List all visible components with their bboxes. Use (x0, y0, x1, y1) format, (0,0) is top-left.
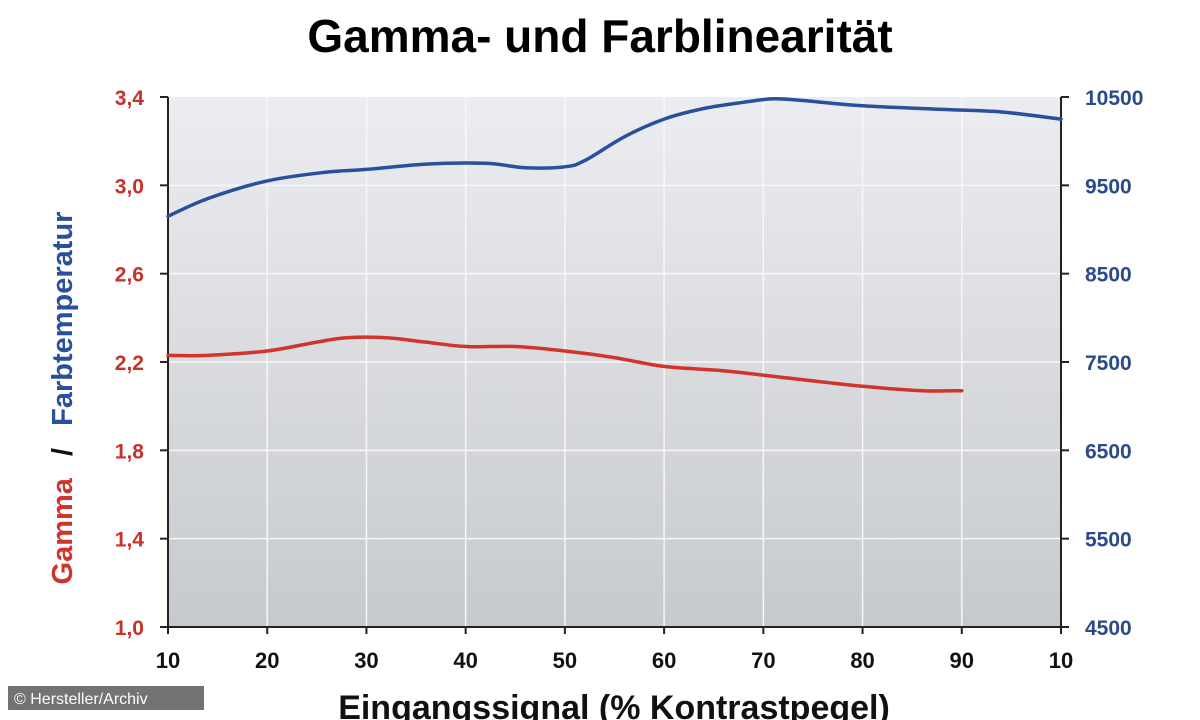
x-tick-label: 90 (950, 648, 974, 673)
y-axis-label: Gamma / Farbtemperatur (47, 212, 79, 585)
x-tick-label: 80 (850, 648, 874, 673)
right-tick-label: 9500 (1085, 175, 1132, 198)
grid (168, 97, 1061, 627)
y-axis-label-separator: / (47, 448, 79, 456)
tick-marks (160, 96, 1069, 634)
y-axis-label-gamma: Gamma (47, 477, 79, 584)
series-line-gamma (166, 335, 964, 393)
x-tick-label: 60 (652, 648, 676, 673)
series-lines (166, 96, 1063, 393)
x-tick-label: 40 (453, 648, 477, 673)
series-line-farbtemperatur (166, 96, 1063, 219)
right-tick-label: 8500 (1085, 264, 1132, 287)
right-tick-label: 7500 (1085, 352, 1132, 375)
x-tick-labels: 10 20 30 40 50 60 70 80 90 10 (156, 648, 1073, 673)
right-tick-label: 10500 (1085, 87, 1143, 110)
left-tick-labels: 1,0 1,4 1,8 2,2 2,6 3,0 3,4 (115, 87, 145, 640)
right-tick-labels: 4500 5500 6500 7500 8500 9500 10500 (1085, 87, 1143, 640)
x-axis-label: Eingangssignal (% Kontrastpegel) (338, 689, 890, 720)
right-tick-label: 5500 (1085, 529, 1132, 552)
right-tick-label: 4500 (1085, 617, 1132, 640)
credit-text: © Hersteller/Archiv (14, 691, 148, 708)
x-tick-label: 10 (1049, 648, 1073, 673)
left-tick-label: 3,4 (115, 87, 145, 110)
left-tick-label: 1,8 (115, 440, 145, 463)
left-tick-label: 2,2 (115, 352, 144, 375)
left-tick-label: 3,0 (115, 175, 144, 198)
x-tick-label: 30 (354, 648, 378, 673)
x-tick-label: 70 (751, 648, 775, 673)
right-tick-label: 6500 (1085, 440, 1132, 463)
y-axis-label-farbtemperatur: Farbtemperatur (47, 212, 79, 426)
left-tick-label: 1,0 (115, 617, 144, 640)
left-tick-label: 2,6 (115, 264, 144, 287)
x-tick-label: 50 (553, 648, 577, 673)
x-tick-label: 20 (255, 648, 279, 673)
x-tick-label: 10 (156, 648, 180, 673)
credit-background (8, 686, 204, 710)
chart-title: Gamma- und Farblinearität (307, 10, 892, 62)
left-tick-label: 1,4 (115, 529, 145, 552)
